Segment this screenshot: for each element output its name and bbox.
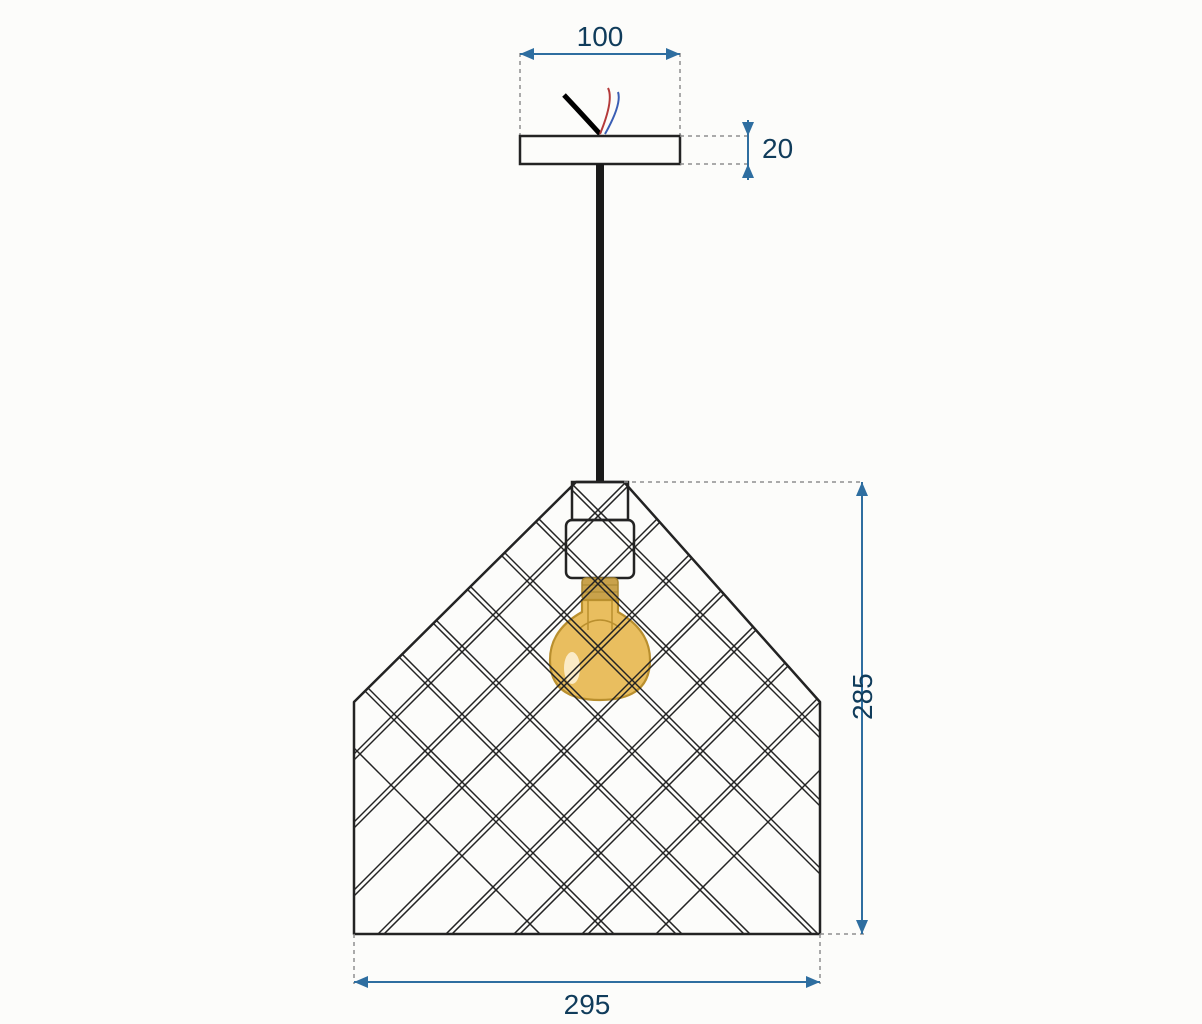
cord	[596, 164, 604, 482]
lamp-shade	[18, 480, 1178, 960]
dim-label-canopy-height: 20	[762, 133, 793, 164]
dim-arrow	[354, 976, 368, 988]
pendant-lamp-diagram: 100 20	[0, 0, 1202, 1024]
dim-arrow	[806, 976, 820, 988]
dim-arrow	[856, 482, 868, 496]
dim-label-canopy-width: 100	[577, 21, 624, 52]
dim-arrow	[520, 48, 534, 60]
dim-label-shade-width: 295	[564, 989, 611, 1020]
wire-cable	[564, 95, 600, 134]
dim-arrow	[666, 48, 680, 60]
dim-arrow	[856, 920, 868, 934]
bulb-socket	[566, 482, 634, 578]
dim-arrow	[742, 164, 754, 178]
dim-label-shade-height: 285	[847, 673, 878, 720]
canopy-box	[520, 136, 680, 164]
dim-arrow	[742, 122, 754, 136]
